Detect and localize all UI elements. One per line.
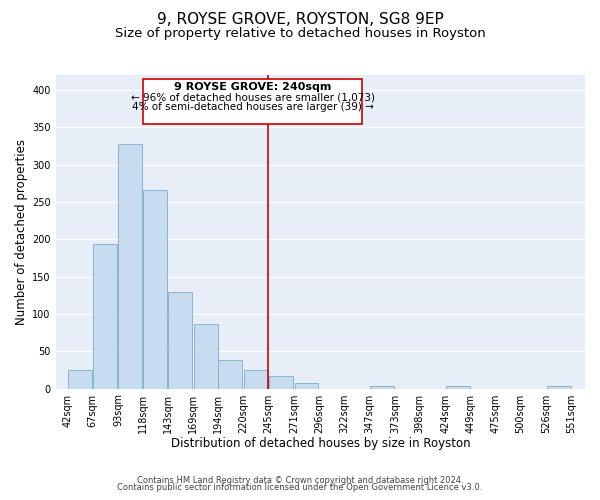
Bar: [269, 376, 293, 388]
Bar: [68, 370, 92, 388]
Bar: [218, 360, 242, 388]
Bar: [295, 382, 319, 388]
X-axis label: Distribution of detached houses by size in Royston: Distribution of detached houses by size …: [170, 437, 470, 450]
Text: 9 ROYSE GROVE: 240sqm: 9 ROYSE GROVE: 240sqm: [174, 82, 331, 92]
Text: 4% of semi-detached houses are larger (39) →: 4% of semi-detached houses are larger (3…: [131, 102, 373, 112]
Bar: [118, 144, 142, 388]
Bar: [244, 370, 268, 388]
Bar: [370, 386, 394, 388]
Bar: [143, 190, 167, 388]
Text: 9, ROYSE GROVE, ROYSTON, SG8 9EP: 9, ROYSE GROVE, ROYSTON, SG8 9EP: [157, 12, 443, 28]
Bar: [547, 386, 571, 388]
Text: ← 96% of detached houses are smaller (1,073): ← 96% of detached houses are smaller (1,…: [131, 92, 374, 102]
Bar: [168, 292, 192, 388]
Text: Contains public sector information licensed under the Open Government Licence v3: Contains public sector information licen…: [118, 484, 482, 492]
FancyBboxPatch shape: [143, 78, 362, 124]
Text: Size of property relative to detached houses in Royston: Size of property relative to detached ho…: [115, 28, 485, 40]
Bar: [92, 244, 116, 388]
Bar: [446, 386, 470, 388]
Y-axis label: Number of detached properties: Number of detached properties: [15, 139, 28, 325]
Text: Contains HM Land Registry data © Crown copyright and database right 2024.: Contains HM Land Registry data © Crown c…: [137, 476, 463, 485]
Bar: [194, 324, 218, 388]
